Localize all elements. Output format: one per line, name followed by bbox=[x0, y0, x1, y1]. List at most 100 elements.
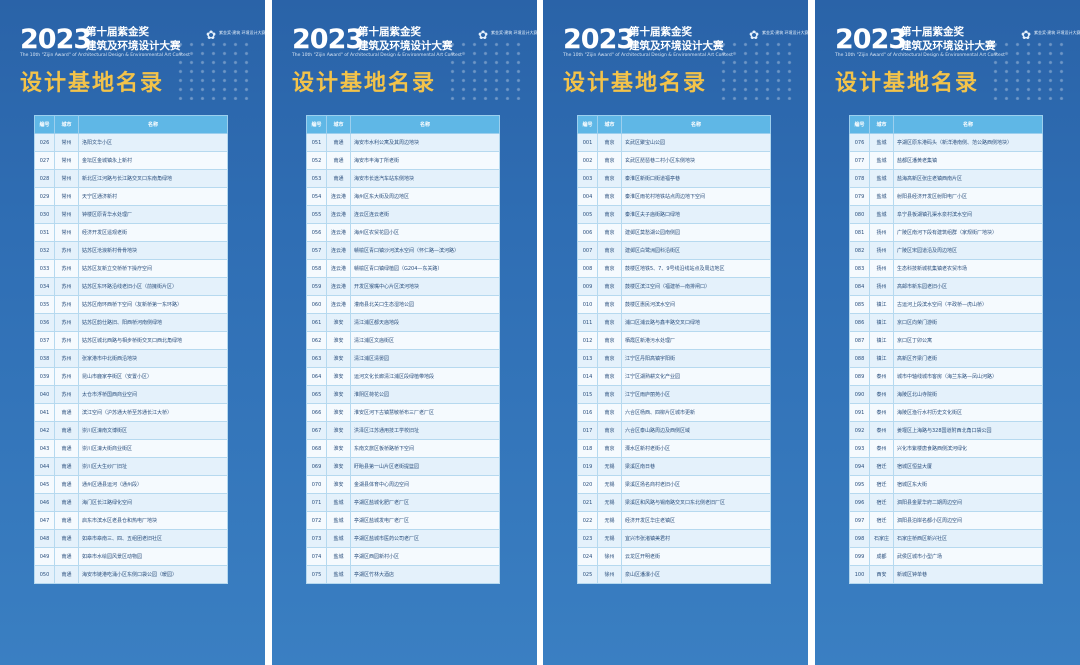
site-number: 015 bbox=[577, 385, 598, 404]
site-name: 新北区江河路与长江路交叉口东南角绿地 bbox=[78, 169, 228, 188]
contest-english-name: The 10th "Zijin Award" of Architectural … bbox=[292, 53, 462, 58]
site-name: 东南文旅区板桥路桥下空间 bbox=[350, 439, 500, 458]
site-name: 姑苏区城北西路与相步桥街交叉口西北角绿地 bbox=[78, 331, 228, 350]
table-row: 050 南通 海安市链港吃涌小区东侧口袋公园（暖园） bbox=[34, 565, 228, 584]
site-number: 068 bbox=[306, 439, 327, 458]
site-name: 赣榆区青口镇沙河滨水空间（怀仁路—滨河路） bbox=[350, 241, 500, 260]
site-city: 无锡 bbox=[597, 529, 622, 548]
site-number: 070 bbox=[306, 475, 327, 494]
table-row: 023 无锡 宜兴市张渚镇美君村 bbox=[577, 529, 771, 548]
site-number: 018 bbox=[577, 439, 598, 458]
site-name: 天宁区通济新村 bbox=[78, 187, 228, 206]
site-number: 038 bbox=[34, 349, 55, 368]
site-number: 016 bbox=[577, 403, 598, 422]
site-city: 南京 bbox=[597, 241, 622, 260]
poster-panel-2: 2023 第十届紫金奖 建筑及环境设计大赛 The 10th "Zijin Award… bbox=[272, 0, 537, 665]
table-row: 086 镇江 京口区向荣门游街 bbox=[849, 313, 1043, 332]
site-city: 常州 bbox=[54, 151, 79, 170]
table-row: 031 常州 经济开发区遥观老街 bbox=[34, 223, 228, 242]
col-name-header: 名称 bbox=[621, 115, 771, 134]
site-name: 姑苏区友新立交桥桥下操疗空间 bbox=[78, 259, 228, 278]
site-city: 成都 bbox=[869, 547, 894, 566]
site-name: 古运河上段滨水空间（平政桥—虎山桥） bbox=[893, 295, 1043, 314]
site-number: 075 bbox=[306, 565, 327, 584]
site-city: 盐城 bbox=[869, 133, 894, 152]
site-name: 广陵区宋园道沿及周边地区 bbox=[893, 241, 1043, 260]
site-number: 028 bbox=[34, 169, 55, 188]
site-city: 无锡 bbox=[597, 511, 622, 530]
site-number: 059 bbox=[306, 277, 327, 296]
table-row: 005 南京 秦淮区夫子庙街路口绿地 bbox=[577, 205, 771, 224]
site-city: 南通 bbox=[54, 565, 79, 584]
table-row: 018 南京 溧水区新村老街小区 bbox=[577, 439, 771, 458]
site-number: 047 bbox=[34, 511, 55, 530]
site-name: 洪泽区江苏通用技工学校旧址 bbox=[350, 421, 500, 440]
contest-logo-icon: ✿ bbox=[478, 28, 489, 42]
site-name: 射阳县经济开发区射阳电厂小区 bbox=[893, 187, 1043, 206]
table-row: 010 南京 鼓楼区惠民河滨水空间 bbox=[577, 295, 771, 314]
site-city: 盐城 bbox=[326, 529, 351, 548]
contest-logo-icon: ✿ bbox=[749, 28, 760, 42]
site-city: 连云港 bbox=[326, 205, 351, 224]
site-number: 066 bbox=[306, 403, 327, 422]
site-name: 如皋市水绘园风景区动物园 bbox=[78, 547, 228, 566]
site-number: 078 bbox=[849, 169, 870, 188]
contest-logo-icon: ✿ bbox=[206, 28, 217, 42]
site-name: 灌南县北关口生态湿地公园 bbox=[350, 295, 500, 314]
site-city: 常州 bbox=[54, 187, 79, 206]
table-row: 064 淮安 运河文化长廊清江浦区段绿植带地段 bbox=[306, 367, 500, 386]
table-row: 053 南通 海安市长途汽车站东侧地块 bbox=[306, 169, 500, 188]
site-city: 镇江 bbox=[869, 331, 894, 350]
table-row: 098 石家庄 石家庄桥西区新兴社区 bbox=[849, 529, 1043, 548]
site-city: 常州 bbox=[54, 223, 79, 242]
site-number: 036 bbox=[34, 313, 55, 332]
table-row: 055 连云港 连云区连云老街 bbox=[306, 205, 500, 224]
site-city: 泰州 bbox=[869, 421, 894, 440]
site-number: 034 bbox=[34, 277, 55, 296]
site-name: 经济开发区华庄老镇区 bbox=[621, 511, 771, 530]
site-name: 淮安区河下古镇慧敏桥布三厂老厂区 bbox=[350, 403, 500, 422]
table-row: 003 南京 秦淮区新街口街道福亭巷 bbox=[577, 169, 771, 188]
site-name: 海安市丰海丁所老街 bbox=[350, 151, 500, 170]
site-name: 浦口区浦云路与鑫丰路交叉口绿地 bbox=[621, 313, 771, 332]
site-number: 061 bbox=[306, 313, 327, 332]
table-row: 015 南京 江宁区雨庐丽苑小区 bbox=[577, 385, 771, 404]
contest-year: 2023 bbox=[563, 24, 635, 55]
site-name: 鼓楼区滨江空间（福建桥—南排闸口） bbox=[621, 277, 771, 296]
site-name: 武侯区城市小型广场 bbox=[893, 547, 1043, 566]
contest-year: 2023 bbox=[20, 24, 92, 55]
contest-edition: 第十届紫金奖 bbox=[358, 26, 421, 38]
site-city: 苏州 bbox=[54, 367, 79, 386]
contest-year: 2023 bbox=[835, 24, 907, 55]
table-row: 047 南通 启东市滨水区老县仓和热电厂地块 bbox=[34, 511, 228, 530]
site-name: 秦淮区新街口街道福亭巷 bbox=[621, 169, 771, 188]
site-city: 南通 bbox=[54, 493, 79, 512]
contest-edition: 第十届紫金奖 bbox=[901, 26, 964, 38]
site-city: 宿迁 bbox=[869, 457, 894, 476]
table-row: 057 连云港 赣榆区青口镇沙河滨水空间（怀仁路—滨河路） bbox=[306, 241, 500, 260]
site-name: 江宁区雨庐丽苑小区 bbox=[621, 385, 771, 404]
col-city-header: 城市 bbox=[326, 115, 351, 134]
site-city: 常州 bbox=[54, 169, 79, 188]
site-number: 003 bbox=[577, 169, 598, 188]
site-name: 洛阳文华小区 bbox=[78, 133, 228, 152]
site-name: 盐海高新区张庄老镇西南片区 bbox=[893, 169, 1043, 188]
site-name: 经济开发区遥观老街 bbox=[78, 223, 228, 242]
table-row: 026 常州 洛阳文华小区 bbox=[34, 133, 228, 152]
contest-english-name: The 10th "Zijin Award" of Architectural … bbox=[835, 53, 1005, 58]
site-number: 071 bbox=[306, 493, 327, 512]
site-city: 南京 bbox=[597, 439, 622, 458]
poster-panel-3: 2023 第十届紫金奖 建筑及环境设计大赛 The 10th "Zijin Award… bbox=[543, 0, 808, 665]
site-name: 京口区丁卯公寓 bbox=[893, 331, 1043, 350]
site-number: 001 bbox=[577, 133, 598, 152]
site-number: 064 bbox=[306, 367, 327, 386]
table-row: 091 泰州 海陵区渔行水村历史文化街区 bbox=[849, 403, 1043, 422]
site-name: 石家庄桥西区新兴社区 bbox=[893, 529, 1043, 548]
site-name: 昆山市鹿家亭街区（安置小区） bbox=[78, 367, 228, 386]
table-row: 087 镇江 京口区丁卯公寓 bbox=[849, 331, 1043, 350]
site-city: 南通 bbox=[54, 529, 79, 548]
site-city: 常州 bbox=[54, 133, 79, 152]
site-number: 051 bbox=[306, 133, 327, 152]
site-name: 海陵区渔行水村历史文化街区 bbox=[893, 403, 1043, 422]
site-name: 亭湖区竹林大酒店 bbox=[350, 565, 500, 584]
